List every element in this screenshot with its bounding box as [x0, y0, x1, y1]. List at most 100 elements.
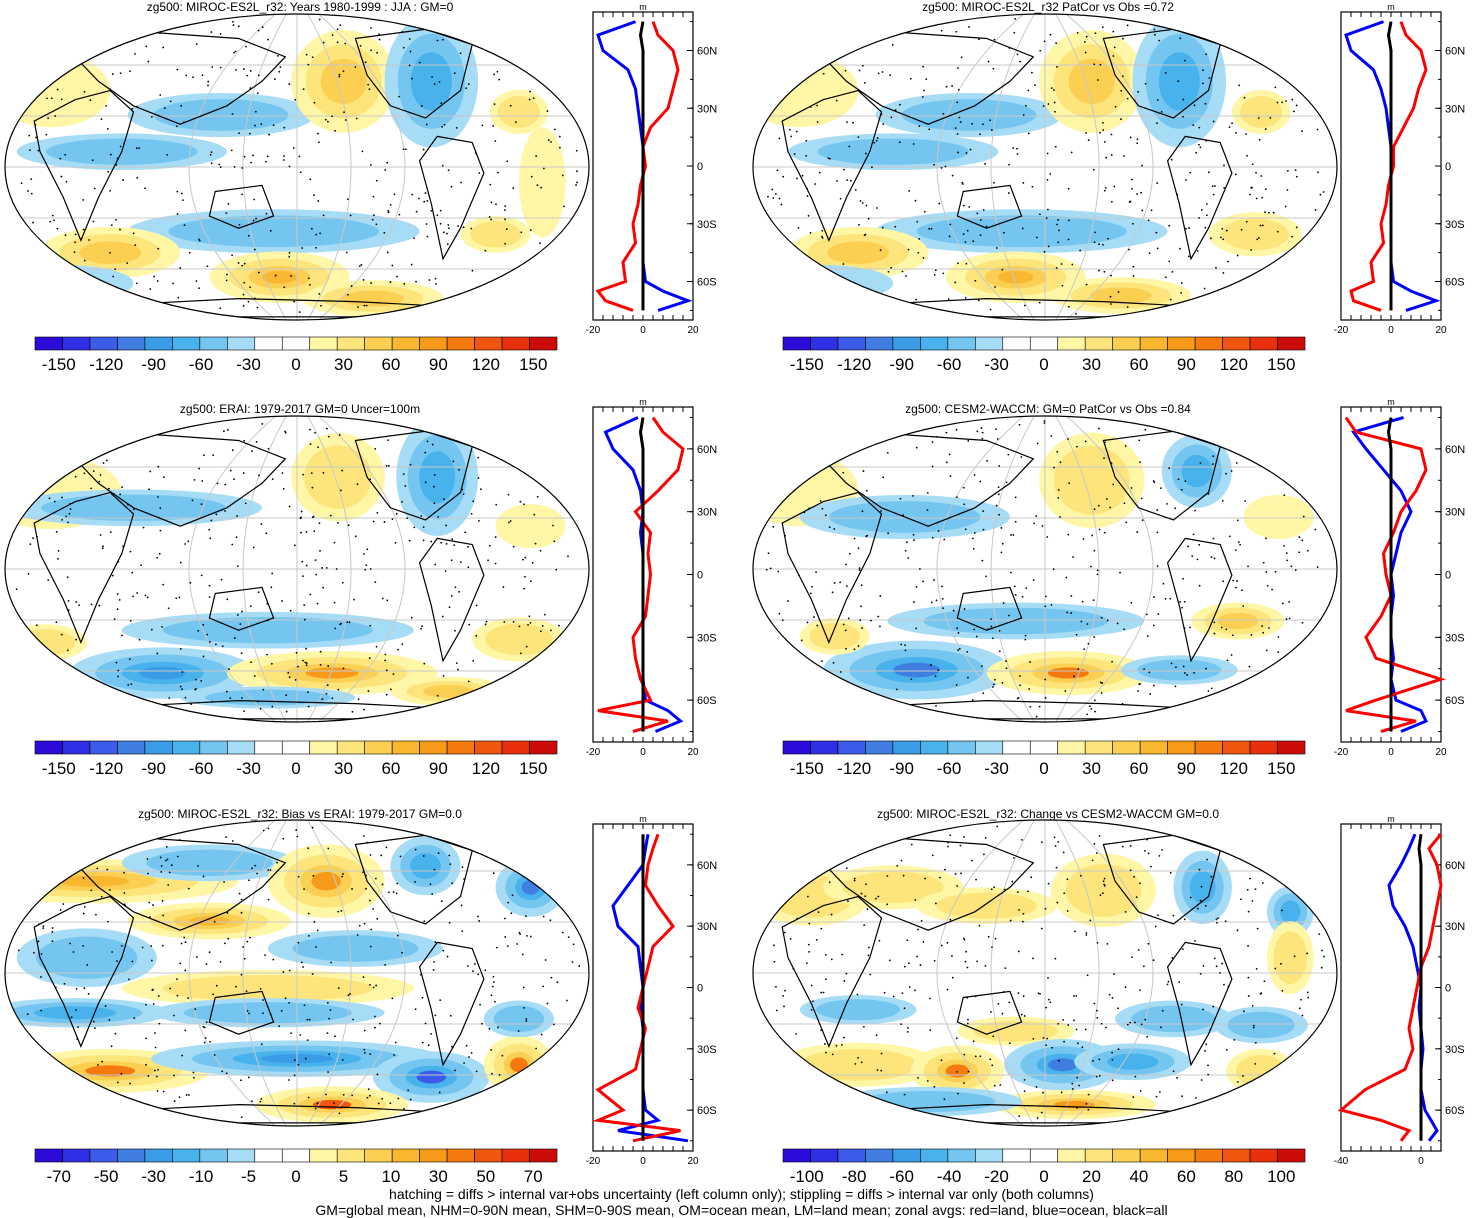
- stipple-dot: [1111, 660, 1113, 663]
- stipple-dot: [1042, 1037, 1045, 1039]
- stipple-dot: [930, 601, 933, 604]
- zonal-tick-label: 0: [1388, 325, 1394, 336]
- stipple-dot: [219, 960, 222, 963]
- map-field: [5, 14, 589, 320]
- stipple-dot: [156, 652, 159, 655]
- stipple-dot: [1093, 549, 1096, 552]
- stipple-dot: [542, 985, 545, 988]
- stipple-dot: [255, 217, 257, 220]
- stipple-dot: [1252, 1026, 1255, 1029]
- stipple-dot: [966, 966, 969, 969]
- stipple-dot: [1246, 154, 1248, 157]
- stipple-dot: [51, 214, 54, 217]
- stipple-dot: [72, 951, 75, 953]
- stipple-dot: [955, 428, 958, 431]
- stipple-dot: [449, 1014, 452, 1017]
- stipple-dot: [1047, 208, 1049, 211]
- stipple-dot: [47, 579, 50, 582]
- graticule-line: [990, 820, 1035, 1126]
- stipple-dot: [225, 212, 228, 215]
- stipple-dot: [455, 126, 458, 129]
- stipple-dot: [40, 953, 43, 955]
- stipple-dot: [484, 249, 487, 252]
- stipple-dot: [982, 123, 984, 126]
- stipple-dot: [172, 1014, 175, 1017]
- stipple-dot: [421, 1041, 424, 1044]
- stipple-dot: [962, 204, 965, 207]
- stipple-dot: [205, 963, 208, 966]
- stipple-dot: [525, 645, 528, 648]
- colorbar-swatch: [34, 740, 63, 755]
- stipple-dot: [863, 924, 866, 927]
- stipple-dot: [1067, 1024, 1070, 1026]
- stipple-dot: [1097, 79, 1099, 81]
- stipple-dot: [242, 472, 245, 474]
- stipple-dot: [905, 275, 907, 277]
- stipple-dot: [957, 649, 960, 651]
- stipple-dot: [1286, 169, 1289, 172]
- stipple-dot: [929, 1029, 932, 1032]
- colorbar-swatch: [1029, 740, 1059, 755]
- stipple-dot: [162, 476, 165, 479]
- stipple-dot: [951, 174, 954, 177]
- stipple-dot: [1307, 996, 1310, 999]
- stipple-dot: [248, 879, 250, 882]
- stipple-dot: [529, 90, 532, 93]
- stipple-dot: [821, 660, 823, 663]
- latitude-label: 60N: [1445, 444, 1465, 456]
- stipple-dot: [1212, 120, 1215, 123]
- stipple-dot: [203, 1041, 206, 1044]
- stipple-dot: [1067, 238, 1070, 241]
- stipple-dot: [1150, 865, 1152, 868]
- stipple-dot: [282, 159, 285, 161]
- stipple-dot: [165, 845, 168, 848]
- stipple-dot: [423, 920, 426, 923]
- stipple-dot: [131, 107, 134, 110]
- stipple-dot: [394, 1041, 397, 1044]
- stipple-dot: [66, 576, 69, 579]
- panel-title: zg500: MIROC-ES2L_r32: Change vs CESM2-W…: [876, 807, 1219, 821]
- stipple-dot: [1063, 1040, 1065, 1043]
- stipple-dot: [366, 548, 369, 551]
- stipple-dot: [1139, 461, 1142, 464]
- stipple-dot: [806, 195, 809, 197]
- stipple-dot: [1147, 219, 1150, 222]
- stipple-dot: [1210, 687, 1213, 690]
- stipple-dot: [235, 536, 238, 539]
- stipple-dot: [524, 556, 527, 559]
- stipple-dot: [1200, 209, 1203, 211]
- stipple-dot: [351, 1094, 354, 1097]
- stipple-dot: [1023, 1079, 1026, 1081]
- stipple-dot: [1210, 556, 1213, 559]
- stipple-dot: [240, 1116, 243, 1119]
- stipple-dot: [184, 543, 186, 545]
- stipple-dot: [342, 873, 344, 875]
- stipple-dot: [818, 171, 821, 174]
- stipple-dot: [1087, 1093, 1090, 1096]
- stipple-dot: [1202, 69, 1204, 72]
- map-outline: [752, 13, 1338, 321]
- stipple-dot: [1316, 128, 1319, 131]
- stipple-dot: [215, 513, 218, 516]
- colorbar-tick-label: 0: [291, 355, 300, 374]
- coastline: [62, 837, 287, 931]
- stipple-dot: [1066, 611, 1069, 614]
- colorbar-swatch: [810, 336, 839, 351]
- stipple-dot: [271, 478, 274, 481]
- stipple-dot: [102, 545, 104, 548]
- stipple-dot: [1053, 466, 1055, 469]
- stipple-dot: [778, 612, 781, 615]
- stipple-dot: [445, 543, 448, 545]
- stipple-dot: [288, 969, 291, 972]
- stipple-dot: [1244, 500, 1247, 503]
- stipple-dot: [101, 1060, 104, 1063]
- stipple-dot: [985, 575, 987, 578]
- stipple-dot: [156, 496, 159, 498]
- stipple-dot: [1265, 649, 1268, 652]
- colorbar-tick-label: -150: [42, 759, 76, 778]
- coastline: [62, 31, 287, 125]
- stipple-dot: [431, 75, 433, 78]
- stipple-dot: [941, 598, 944, 600]
- stipple-dot: [1317, 171, 1319, 174]
- anomaly-contour: [342, 290, 404, 307]
